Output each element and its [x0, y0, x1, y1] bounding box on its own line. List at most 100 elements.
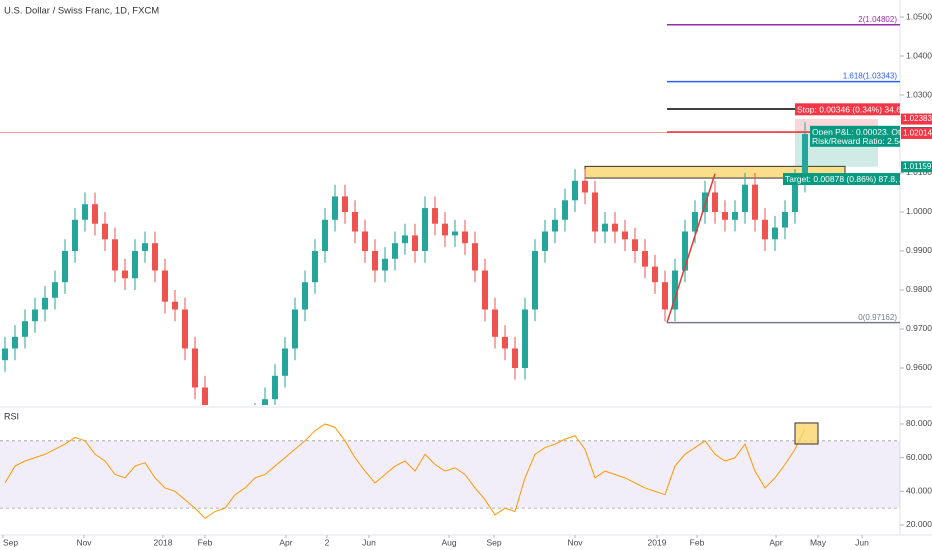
candle-body: [462, 231, 468, 244]
x-tick-label: 2: [325, 537, 330, 547]
rsi-band: [0, 440, 900, 509]
candle-body: [382, 258, 388, 271]
candle-body: [162, 270, 168, 302]
candle-body: [202, 387, 208, 405]
candle-body: [522, 309, 528, 368]
rsi-line: [4, 423, 806, 519]
candle-body: [372, 250, 378, 271]
candle-body: [672, 270, 678, 310]
x-tick-label: Jun: [362, 537, 376, 547]
price-tag-label: 1.02383: [903, 114, 932, 123]
highlight-box: [794, 422, 819, 445]
candle-body: [512, 348, 518, 368]
candle-body: [132, 250, 138, 279]
x-tick-label: Feb: [198, 537, 213, 547]
candle-body: [272, 375, 278, 400]
price-pane: 2(1.04802) 1.618(1.03343) 0(0.97162) Stop: …: [0, 15, 923, 405]
candle-body: [262, 399, 268, 405]
candle-body: [502, 336, 508, 349]
candle-body: [112, 239, 118, 271]
x-tick-label: Nov: [567, 537, 583, 547]
candle-body: [32, 309, 38, 322]
candle-body: [552, 219, 558, 232]
candle-body: [122, 270, 128, 279]
candle-body: [72, 219, 78, 251]
x-tick-label: 2019: [648, 537, 667, 547]
candle-body: [722, 211, 728, 220]
candle-body: [12, 336, 18, 349]
price-tag: [901, 127, 932, 139]
candle-body: [632, 239, 638, 251]
candle-body: [482, 270, 488, 310]
candle-body: [652, 266, 658, 283]
candle-body: [142, 243, 148, 251]
candle-body: [422, 208, 428, 251]
candle-body: [362, 231, 368, 251]
rsi-title: RSI: [4, 411, 19, 421]
candle-body: [532, 250, 538, 310]
candle-body: [82, 204, 88, 220]
candle-body: [492, 309, 498, 337]
x-tick-label: May: [810, 537, 827, 547]
price-tag-label: 1.02014: [903, 129, 932, 138]
candle-body: [472, 243, 478, 271]
y-tick-label: 1.04000: [906, 50, 932, 60]
y-tick-label: 0.99000: [906, 245, 932, 255]
y-tick-label: 1.03000: [906, 89, 932, 99]
y-tick-label: 40.0000: [906, 486, 932, 496]
candle-body: [582, 180, 588, 193]
candle-body: [92, 204, 98, 224]
candle-body: [622, 231, 628, 240]
candle-body: [432, 208, 438, 224]
candle-body: [322, 219, 328, 251]
candle-body: [172, 301, 178, 310]
position-label-bg: [795, 103, 900, 116]
candle-body: [732, 211, 738, 220]
candle-body: [2, 348, 8, 361]
candle-body: [782, 211, 788, 228]
candle-body: [762, 219, 768, 240]
price-tag-label: 1.01159: [903, 162, 932, 171]
fib-label: 0(0.97162): [858, 313, 897, 322]
fib-label: 2(1.04802): [858, 15, 897, 24]
candle-body: [192, 348, 198, 388]
candle-body: [42, 297, 48, 310]
candle-body: [572, 180, 578, 201]
candle-body: [102, 223, 108, 240]
y-tick-label: 20.0000: [906, 519, 932, 529]
fib-label: 1.618(1.03343): [843, 72, 898, 81]
x-tick-label: Feb: [690, 537, 705, 547]
candle-body: [702, 192, 708, 212]
x-tick-label: Jun: [855, 537, 869, 547]
candle-body: [412, 235, 418, 251]
position-label: Stop: 0.00346 (0.34%) 34.6, Amo: [797, 104, 923, 114]
position-label-bg: [783, 173, 900, 186]
y-tick-label: 1.05000: [906, 11, 932, 21]
y-tick-label: 60.0000: [906, 452, 932, 462]
x-tick-label: Apr: [279, 537, 292, 547]
x-tick-label: Nov: [76, 537, 92, 547]
candle-body: [402, 235, 408, 244]
x-tick-label: Sep: [486, 537, 501, 547]
candle-body: [602, 223, 608, 232]
candle-body: [62, 250, 68, 283]
y-tick-label: 1.00000: [906, 206, 932, 216]
candle-body: [442, 223, 448, 236]
candle-body: [312, 250, 318, 283]
candle-body: [352, 211, 358, 232]
position-label: Open P&L: 0.00023, Qty: 72: [812, 127, 919, 137]
candle-body: [392, 243, 398, 259]
candle-body: [152, 243, 158, 271]
candle-body: [612, 223, 618, 232]
chart-title: U.S. Dollar / Swiss Franc, 1D, FXCM: [4, 6, 159, 17]
candle-body: [742, 184, 748, 212]
candle-body: [332, 196, 338, 220]
candle-body: [452, 231, 458, 236]
x-tick-label: Sep: [3, 537, 18, 547]
candle-body: [292, 309, 298, 349]
rsi-pane: [0, 422, 900, 519]
candle-body: [302, 282, 308, 310]
